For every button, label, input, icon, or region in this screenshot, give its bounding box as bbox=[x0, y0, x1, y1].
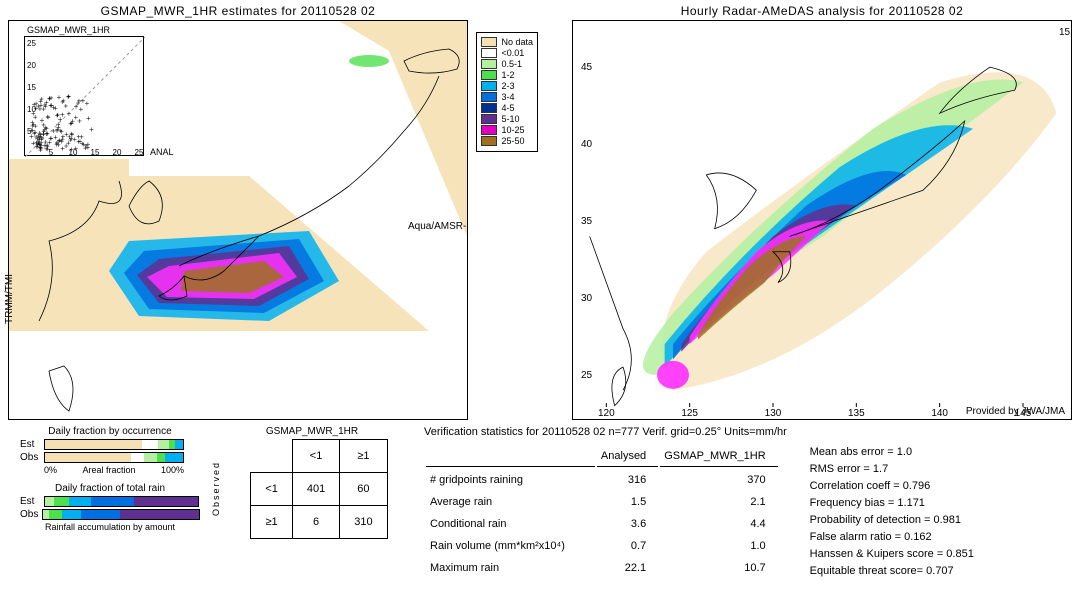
contingency-table: <1≥1<140160≥16310 bbox=[250, 439, 387, 539]
svg-text:15: 15 bbox=[27, 83, 36, 92]
svg-text:25: 25 bbox=[135, 148, 144, 157]
svg-text:20: 20 bbox=[113, 148, 122, 157]
axis-left: 0% bbox=[44, 465, 57, 475]
stats-column: Verification statistics for 20110528 02 … bbox=[424, 426, 1072, 580]
metrics-list: Mean abs error = 1.0RMS error = 1.7Corre… bbox=[810, 444, 974, 580]
bars-column: Daily fraction by occurrence EstObs 0% A… bbox=[20, 426, 200, 580]
total-title: Daily fraction of total rain bbox=[20, 483, 200, 494]
svg-text:125: 125 bbox=[681, 408, 698, 419]
svg-text:25: 25 bbox=[581, 370, 593, 381]
bars-sublabel: Rainfall accumulation by amount bbox=[20, 522, 200, 532]
left-map-frame: GSMAP_MWR_1HR510152025510152025ANALAqua/… bbox=[8, 20, 468, 420]
svg-text:15: 15 bbox=[1059, 27, 1071, 38]
svg-text:40: 40 bbox=[581, 139, 593, 150]
svg-text:15: 15 bbox=[91, 148, 100, 157]
svg-text:140: 140 bbox=[931, 408, 948, 419]
svg-text:45: 45 bbox=[581, 62, 593, 73]
svg-text:25: 25 bbox=[27, 39, 36, 48]
svg-text:30: 30 bbox=[581, 293, 593, 304]
occurrence-bars: EstObs bbox=[20, 439, 200, 463]
left-side-label: TRMM/TMI bbox=[4, 274, 15, 324]
occurrence-title: Daily fraction by occurrence bbox=[20, 426, 200, 437]
axis-mid: Areal fraction bbox=[82, 465, 135, 475]
svg-text:130: 130 bbox=[765, 408, 782, 419]
contingency-column: GSMAP_MWR_1HR Observed <1≥1<140160≥16310 bbox=[212, 426, 412, 580]
occurrence-axis: 0% Areal fraction 100% bbox=[44, 465, 184, 475]
svg-text:35: 35 bbox=[581, 216, 593, 227]
ctable-side-label: Observed bbox=[212, 461, 222, 516]
svg-text:5: 5 bbox=[27, 127, 32, 136]
right-map-title: Hourly Radar-AMeDAS analysis for 2011052… bbox=[572, 4, 1072, 18]
left-map-block: GSMAP_MWR_1HR estimates for 20110528 02 … bbox=[8, 4, 468, 420]
ctable-title: GSMAP_MWR_1HR bbox=[212, 426, 412, 437]
svg-text:10: 10 bbox=[69, 148, 78, 157]
svg-text:135: 135 bbox=[848, 408, 865, 419]
map-provider-note: Provided by JWA/JMA bbox=[966, 406, 1065, 417]
inset-scatter: GSMAP_MWR_1HR510152025510152025ANAL bbox=[24, 36, 144, 156]
right-map-block: Hourly Radar-AMeDAS analysis for 2011052… bbox=[572, 4, 1072, 420]
total-bars: EstObs bbox=[20, 496, 200, 520]
axis-right: 100% bbox=[161, 465, 184, 475]
svg-text:10: 10 bbox=[27, 105, 36, 114]
stats-title: Verification statistics for 20110528 02 … bbox=[424, 426, 1072, 438]
svg-text:5: 5 bbox=[49, 148, 54, 157]
svg-text:120: 120 bbox=[598, 408, 615, 419]
color-legend: No data<0.010.5-11-22-33-44-55-1010-2525… bbox=[476, 32, 538, 152]
stats-table: AnalysedGSMAP_MWR_1HR# gridpoints rainin… bbox=[424, 444, 780, 580]
left-map-title: GSMAP_MWR_1HR estimates for 20110528 02 bbox=[8, 4, 468, 18]
right-map-frame: 120125130135140145253035404515Provided b… bbox=[572, 20, 1072, 420]
svg-text:20: 20 bbox=[27, 61, 36, 70]
